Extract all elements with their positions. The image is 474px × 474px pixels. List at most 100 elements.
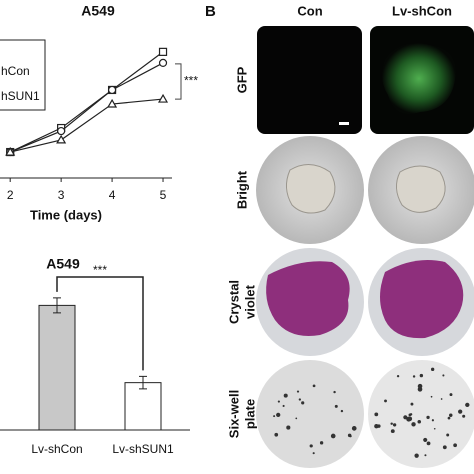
- colony-dot: [384, 399, 387, 403]
- colony-dot: [312, 452, 315, 455]
- significance-bracket: [175, 63, 182, 100]
- legend-box: [0, 39, 46, 111]
- x-tick-label: 4: [109, 188, 116, 202]
- colony-dot: [295, 417, 298, 420]
- colony-dot: [276, 412, 281, 417]
- colony-dot: [442, 445, 447, 450]
- colony-dot: [333, 390, 336, 394]
- bright-colony: [396, 165, 446, 213]
- colony-dot: [433, 427, 436, 430]
- colony-dot: [426, 415, 430, 420]
- significance-label: ***: [93, 263, 107, 277]
- colony-dot: [403, 415, 408, 420]
- bright-colony: [286, 164, 336, 214]
- series-line: [9, 62, 164, 153]
- image-gfp-con: [257, 26, 362, 134]
- colony-dot: [430, 395, 433, 398]
- row-label: Six-well: [226, 390, 241, 438]
- colony-dot: [449, 393, 453, 397]
- legend-label: hSUN1: [1, 89, 40, 103]
- panel-b: B Con Lv-shCon GFP Bright Crystal violet Six…: [205, 3, 474, 468]
- colony-dot: [309, 444, 313, 448]
- significance-bracket: [56, 276, 144, 371]
- image-sixwell-shcon: [368, 360, 474, 468]
- row-label: Crystal: [226, 280, 241, 324]
- colony-dot: [392, 423, 397, 427]
- series-line: [10, 98, 164, 153]
- marker: [158, 47, 168, 56]
- panel-a: A549 2 3 4 5 Time (days) hCon hSUN1 ***: [0, 3, 198, 222]
- series-line: [9, 51, 164, 153]
- colony-dot: [296, 390, 300, 393]
- colony-dot: [423, 437, 428, 442]
- image-sixwell-con: [256, 360, 364, 468]
- colony-dot: [458, 409, 463, 414]
- colony-dot: [408, 413, 412, 417]
- colony-dots: [273, 367, 470, 458]
- row-label: Bright: [234, 170, 249, 209]
- legend-label: hCon: [1, 64, 30, 78]
- colony-dot: [286, 425, 291, 430]
- chart-title: A549: [81, 3, 115, 19]
- colony-dot: [426, 441, 431, 446]
- significance-label: ***: [184, 74, 198, 88]
- colony-dot: [449, 413, 453, 418]
- colony-dot: [319, 441, 324, 445]
- row-label: plate: [242, 399, 257, 429]
- marker: [56, 134, 67, 144]
- colony-dot: [390, 429, 395, 434]
- bar: [38, 304, 76, 431]
- marker: [57, 126, 66, 136]
- colony-dot: [374, 412, 379, 417]
- crystal-colony: [380, 259, 464, 339]
- colony-dot: [390, 422, 393, 425]
- x-tick-label: 2: [7, 188, 14, 202]
- colony-dot: [446, 433, 450, 437]
- marker: [157, 93, 169, 103]
- marker: [107, 98, 118, 108]
- colony-dot: [447, 416, 451, 420]
- colony-dot: [431, 419, 434, 422]
- row-labels: GFP Bright Crystal violet Six-well plate: [226, 66, 257, 438]
- column-header: Lv-shCon: [392, 3, 452, 18]
- colony-dot: [407, 416, 413, 422]
- row-label: GFP: [234, 66, 249, 93]
- marker: [107, 85, 117, 95]
- gfp-colony: [382, 43, 456, 114]
- colony-dot: [330, 433, 336, 439]
- colony-dot: [298, 398, 302, 401]
- colony-dot: [410, 402, 414, 406]
- colony-dot: [283, 393, 288, 398]
- colony-dot: [417, 420, 422, 424]
- colony-dot: [334, 404, 338, 408]
- panel-bar: A549 Lv-shCon Lv-shSUN1 ***: [0, 256, 190, 456]
- x-tick-label: Lv-shCon: [31, 442, 82, 456]
- colony-dot: [273, 415, 276, 418]
- colony-dot: [412, 375, 416, 378]
- x-tick-label: 5: [160, 188, 167, 202]
- colony-dot: [349, 434, 352, 438]
- panel-label: B: [205, 3, 216, 20]
- colony-dot: [430, 367, 435, 372]
- colony-dot: [417, 383, 423, 389]
- colony-dot: [453, 443, 457, 448]
- colony-dot: [414, 453, 419, 458]
- error-bar: [139, 375, 147, 390]
- error-bar: [53, 297, 61, 314]
- x-axis-label: Time (days): [30, 207, 102, 222]
- bar: [124, 382, 162, 431]
- colony-dot: [282, 404, 285, 408]
- colony-dot: [374, 423, 379, 429]
- colony-dot: [462, 414, 466, 418]
- x-tick-label: Lv-shSUN1: [112, 442, 174, 456]
- colony-dot: [411, 422, 416, 427]
- colony-dot: [465, 402, 470, 408]
- marker: [5, 146, 16, 156]
- colony-dot: [440, 398, 443, 400]
- scale-bar: [339, 122, 349, 125]
- colony-dot: [442, 374, 445, 377]
- colony-dot: [424, 454, 427, 457]
- colony-dot: [277, 400, 280, 403]
- colony-dot: [301, 401, 305, 405]
- colony-dot: [340, 409, 344, 413]
